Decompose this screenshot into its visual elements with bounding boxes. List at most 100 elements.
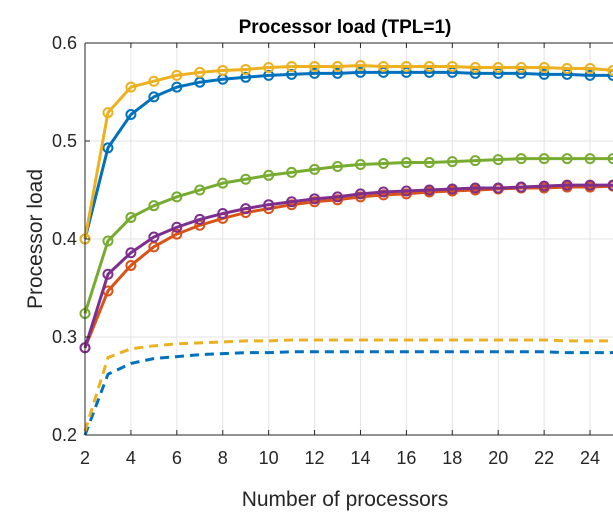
data-point <box>286 61 298 73</box>
data-point <box>217 177 229 189</box>
data-point <box>607 179 613 191</box>
data-point <box>332 67 344 79</box>
data-point <box>469 182 481 194</box>
data-point <box>561 179 573 191</box>
data-point <box>377 186 389 198</box>
data-point <box>217 64 229 76</box>
data-point <box>538 68 550 80</box>
data-point <box>309 67 321 79</box>
data-point <box>171 228 183 240</box>
data-point <box>515 153 527 165</box>
data-point <box>286 68 298 80</box>
data-point <box>515 62 527 73</box>
data-point <box>515 181 527 193</box>
x-tick-label: 12 <box>305 448 325 468</box>
data-point <box>194 213 206 225</box>
data-point <box>125 259 137 271</box>
data-point <box>194 66 206 78</box>
series-line <box>83 350 613 436</box>
data-point <box>125 247 137 259</box>
data-point <box>263 62 275 73</box>
chart-title: Processor load (TPL=1) <box>239 17 452 38</box>
data-point <box>584 62 596 74</box>
data-point <box>125 109 137 121</box>
data-point <box>125 81 137 93</box>
data-point <box>148 91 160 103</box>
data-point <box>263 199 275 211</box>
data-point <box>332 160 344 172</box>
tick-labels: 2 4 6 8 10 12 14 16 18 20 22 240.20.30.40.50.6 <box>52 33 600 468</box>
x-tick-label: 16 <box>396 448 416 468</box>
data-point <box>561 62 573 74</box>
data-point <box>538 180 550 192</box>
data-point <box>446 61 458 73</box>
data-point <box>171 69 183 81</box>
x-tick-label: 18 <box>442 448 462 468</box>
x-tick-label: 6 <box>172 448 182 468</box>
data-point <box>148 75 160 87</box>
series-6 <box>83 350 613 436</box>
y-tick-label: 0.6 <box>52 33 77 53</box>
y-tick-label: 0.5 <box>52 131 77 151</box>
data-point <box>492 154 504 166</box>
series-layer <box>79 60 613 436</box>
series-4 <box>79 179 613 354</box>
data-point <box>263 169 275 181</box>
data-point <box>240 71 252 83</box>
data-point <box>354 159 366 171</box>
series-5 <box>79 153 613 319</box>
data-point <box>561 153 573 165</box>
x-tick-label: 4 <box>126 448 136 468</box>
data-point <box>538 153 550 165</box>
data-point <box>400 157 412 169</box>
data-point <box>423 184 435 196</box>
data-point <box>171 191 183 203</box>
data-point <box>102 107 114 119</box>
data-point <box>102 142 114 154</box>
data-point <box>332 61 344 73</box>
data-point <box>240 173 252 185</box>
data-point <box>217 208 229 220</box>
data-point <box>286 166 298 178</box>
x-axis-label: Number of processors <box>242 488 449 511</box>
series-3 <box>79 60 613 245</box>
data-point <box>148 231 160 243</box>
data-point <box>607 64 613 76</box>
x-tick-label: 24 <box>580 448 600 468</box>
data-point <box>309 61 321 73</box>
data-point <box>309 193 321 205</box>
data-point <box>194 184 206 196</box>
data-point <box>102 235 114 247</box>
data-point <box>492 182 504 194</box>
data-point <box>263 69 275 81</box>
x-tick-label: 2 <box>80 448 90 468</box>
data-point <box>240 203 252 215</box>
data-point <box>377 158 389 170</box>
data-point <box>125 211 137 223</box>
series-line <box>83 338 613 432</box>
data-point <box>584 69 596 81</box>
data-point <box>446 183 458 195</box>
data-point <box>492 62 504 73</box>
x-tick-label: 14 <box>350 448 370 468</box>
data-point <box>171 81 183 93</box>
data-point <box>584 179 596 191</box>
y-tick-label: 0.3 <box>52 327 77 347</box>
data-point <box>423 157 435 169</box>
series-7 <box>83 338 613 432</box>
data-point <box>171 221 183 233</box>
data-point <box>354 188 366 200</box>
data-point <box>102 268 114 280</box>
data-point <box>354 60 366 72</box>
data-point <box>309 163 321 175</box>
data-point <box>332 191 344 203</box>
y-axis-label: Processor load <box>24 169 47 309</box>
x-tick-label: 10 <box>259 448 279 468</box>
data-point <box>607 69 613 81</box>
y-tick-label: 0.4 <box>52 229 77 249</box>
data-point <box>400 185 412 197</box>
data-point <box>148 200 160 212</box>
data-point <box>423 61 435 73</box>
data-point <box>538 62 550 73</box>
